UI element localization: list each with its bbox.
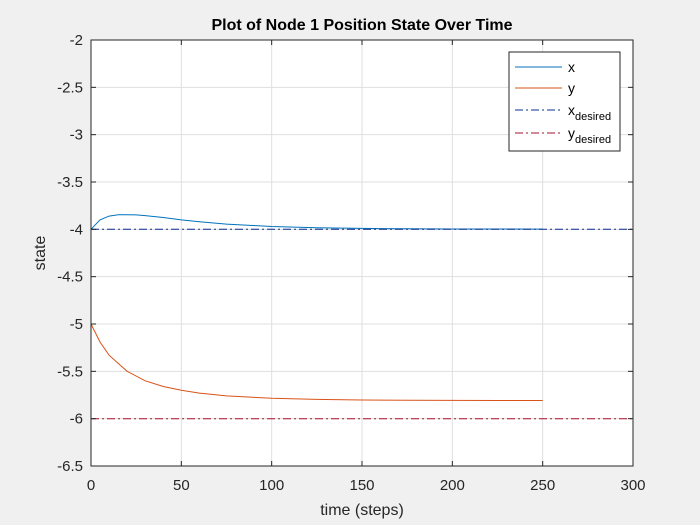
- y-tick-label: -3.5: [57, 174, 83, 191]
- legend-box: [508, 51, 621, 152]
- y-tick-label: -3: [70, 127, 83, 144]
- y-tick-label: -2.5: [57, 79, 83, 96]
- x-tick-label: 0: [87, 477, 95, 494]
- tick-labels: 0 50 100 150 200 250 300 -6.5 -6 -5.5 -5 -4.5 -4 -3.5…: [57, 32, 645, 494]
- legend-label-2: xdesired: [568, 102, 611, 123]
- y-tick-label: -4: [70, 221, 83, 238]
- series-lines: [90, 214, 633, 420]
- legend-label-3: ydesired: [568, 125, 611, 146]
- x-tick-label: 200: [440, 477, 465, 494]
- x-tick-label: 150: [349, 477, 374, 494]
- y-tick-label: -6.5: [57, 458, 83, 475]
- y-axis-title: state: [32, 236, 49, 271]
- y-tick-label: -6: [70, 411, 83, 428]
- x-tick-label: 50: [173, 477, 190, 494]
- x-tick-label: 100: [259, 477, 284, 494]
- y-tick-label: -5.5: [57, 363, 83, 380]
- legend-label-1: y: [568, 80, 575, 96]
- y-tick-label: -5: [70, 316, 83, 333]
- y-tick-label: -2: [70, 32, 83, 49]
- legend-label-0: x: [568, 59, 575, 75]
- x-tick-label: 300: [620, 477, 645, 494]
- y-tick-label: -4.5: [57, 269, 83, 286]
- x-tick-label: 250: [530, 477, 555, 494]
- axis-ticks: [90, 39, 634, 467]
- series-line-1: [90, 323, 543, 401]
- chart-title: Plot of Node 1 Position State Over Time: [211, 17, 512, 34]
- x-axis-title: time (steps): [320, 502, 404, 519]
